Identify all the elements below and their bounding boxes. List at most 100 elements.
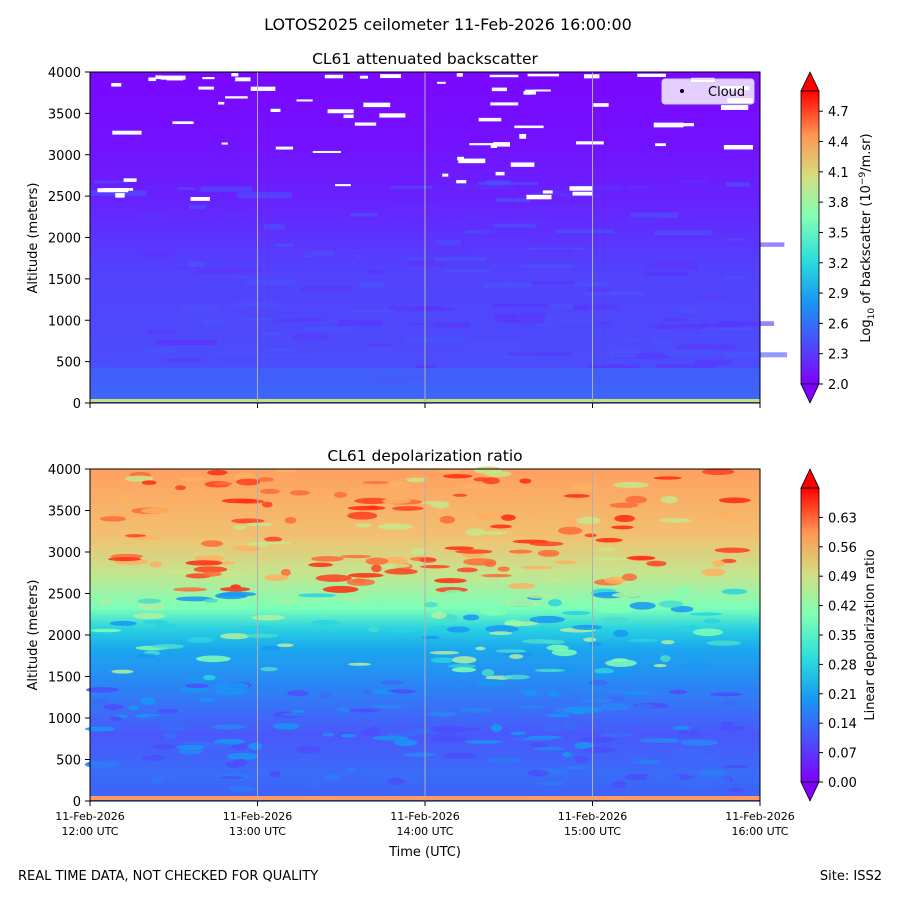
dp-ytick-label: 2000 [48, 629, 81, 644]
texture-blob [298, 593, 337, 598]
texture-streak [146, 329, 175, 334]
texture-blob [653, 664, 667, 668]
bs-ytick-label: 2000 [48, 232, 81, 247]
texture-streak [720, 242, 785, 247]
texture-blob [613, 629, 629, 638]
texture-blob [484, 470, 512, 478]
dp-ytick-label: 1000 [48, 712, 81, 727]
texture-blob [718, 725, 746, 732]
texture-blob [287, 690, 309, 697]
texture-blob [347, 572, 384, 578]
texture-blob [525, 509, 539, 513]
texture-blob [612, 481, 650, 488]
dp-ytick-label: 3500 [48, 505, 81, 520]
texture-blob [180, 686, 209, 693]
dp-ytick-label: 4000 [48, 463, 81, 478]
cloud-gap [456, 180, 467, 184]
cb-label-sub: 10 [867, 308, 877, 320]
texture-blob [185, 560, 223, 566]
texture-blob [475, 511, 509, 520]
cloud-gap [148, 77, 156, 82]
colorbar-tick-label: 4.4 [828, 136, 849, 151]
texture-blob [626, 556, 656, 560]
texture-streak [536, 321, 554, 327]
texture-blob [574, 685, 603, 692]
texture-streak [642, 271, 689, 277]
texture-blob [409, 547, 426, 555]
texture-blob [372, 735, 410, 741]
texture-blob [430, 725, 467, 734]
texture-blob [611, 780, 627, 789]
figure-suptitle: LOTOS2025 ceilometer 11-Feb-2026 16:00:0… [264, 15, 632, 34]
texture-blob [443, 589, 464, 595]
cloud-gap [335, 184, 351, 187]
texture-blob [611, 592, 641, 598]
texture-blob [485, 625, 519, 633]
backscatter-x-ticks [89, 403, 761, 408]
texture-blob [442, 752, 478, 759]
texture-blob [507, 583, 536, 590]
texture-streak [144, 348, 174, 353]
texture-blob [227, 752, 259, 760]
texture-blob [133, 613, 166, 620]
texture-blob [212, 724, 247, 730]
texture-streak [644, 264, 698, 270]
texture-blob [703, 618, 721, 624]
bs-ytick-label: 4000 [48, 66, 81, 81]
texture-blob [119, 495, 140, 500]
backscatter-title: CL61 attenuated backscatter [312, 50, 538, 68]
texture-blob [634, 703, 655, 709]
cloud-gap [327, 109, 354, 114]
texture-blob [135, 653, 157, 659]
texture-blob [533, 746, 565, 751]
texture-blob [482, 477, 500, 485]
texture-blob [85, 687, 120, 693]
texture-blob [548, 599, 562, 607]
texture-blob [420, 564, 451, 569]
texture-blob [521, 565, 553, 570]
texture-streak [466, 217, 493, 224]
texture-streak [725, 182, 751, 187]
texture-blob [128, 705, 139, 711]
texture-blob [562, 610, 591, 616]
texture-blob [702, 468, 735, 476]
backscatter-colorbar-ticks: 2.0 2.3 2.6 2.9 3.2 3.5 3.8 4.1 4.4 4.7 [819, 105, 849, 393]
cloud-gap [569, 186, 593, 191]
texture-streak [390, 185, 433, 189]
texture-streak [614, 353, 670, 359]
cloud-gap [653, 122, 684, 128]
texture-blob [534, 668, 565, 673]
texture-streak [659, 323, 708, 329]
texture-blob [383, 556, 409, 565]
texture-streak [482, 230, 525, 237]
texture-blob [453, 727, 481, 732]
depolarization-xlabel: Time (UTC) [388, 845, 461, 860]
texture-blob [562, 722, 578, 731]
texture-streak [494, 315, 516, 321]
texture-blob [371, 704, 402, 709]
texture-blob [638, 738, 675, 743]
texture-blob [479, 607, 508, 616]
texture-blob [728, 787, 744, 793]
texture-blob [387, 481, 410, 490]
cb-label-mid: of backscatter (10 [859, 185, 874, 308]
cloud-gap [723, 145, 753, 150]
texture-streak [664, 318, 688, 322]
texture-streak [237, 192, 292, 199]
xtick-time-label: 16:00 UTC [731, 825, 788, 838]
colorbar-tick-label: 4.7 [828, 105, 849, 120]
texture-blob [257, 541, 293, 545]
colorbar-tick-label: 2.6 [828, 317, 849, 332]
texture-blob [489, 524, 512, 529]
texture-streak [530, 280, 592, 285]
xtick-date-label: 11-Feb-2026 [390, 810, 459, 823]
texture-streak [656, 364, 715, 370]
texture-blob [140, 507, 169, 514]
texture-streak [310, 253, 358, 259]
texture-blob [125, 534, 147, 538]
cloud-gap [218, 101, 225, 105]
texture-streak [679, 180, 708, 183]
texture-streak [725, 352, 788, 358]
depolarization-colorbar-ticks: 0.00 0.07 0.14 0.21 0.28 0.35 0.42 0.49 0.56 0.63 [819, 511, 857, 791]
texture-streak [596, 321, 611, 325]
